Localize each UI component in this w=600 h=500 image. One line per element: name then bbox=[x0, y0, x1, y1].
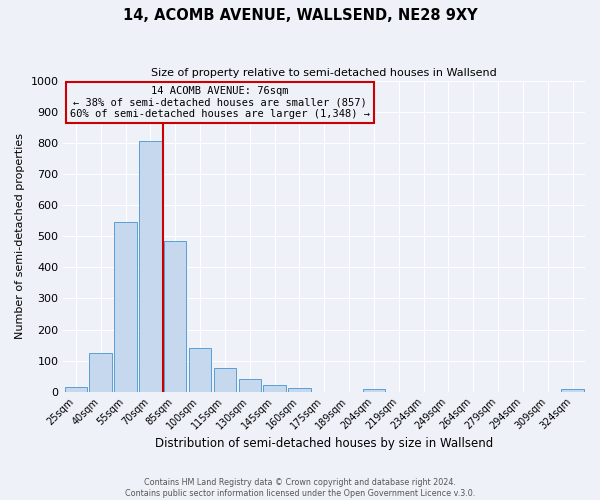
Bar bbox=[65, 387, 87, 392]
Bar bbox=[115, 222, 137, 392]
Bar bbox=[239, 379, 261, 392]
Text: 14 ACOMB AVENUE: 76sqm
← 38% of semi-detached houses are smaller (857)
60% of se: 14 ACOMB AVENUE: 76sqm ← 38% of semi-det… bbox=[70, 86, 370, 119]
Y-axis label: Number of semi-detached properties: Number of semi-detached properties bbox=[15, 134, 25, 340]
Bar bbox=[288, 388, 311, 392]
Bar bbox=[263, 386, 286, 392]
Bar bbox=[189, 348, 211, 392]
Bar bbox=[164, 241, 187, 392]
Text: 14, ACOMB AVENUE, WALLSEND, NE28 9XY: 14, ACOMB AVENUE, WALLSEND, NE28 9XY bbox=[122, 8, 478, 22]
Bar bbox=[139, 140, 161, 392]
Title: Size of property relative to semi-detached houses in Wallsend: Size of property relative to semi-detach… bbox=[151, 68, 497, 78]
Bar bbox=[214, 368, 236, 392]
Bar bbox=[562, 389, 584, 392]
Bar bbox=[89, 353, 112, 392]
Text: Contains HM Land Registry data © Crown copyright and database right 2024.
Contai: Contains HM Land Registry data © Crown c… bbox=[125, 478, 475, 498]
Bar bbox=[363, 388, 385, 392]
X-axis label: Distribution of semi-detached houses by size in Wallsend: Distribution of semi-detached houses by … bbox=[155, 437, 493, 450]
